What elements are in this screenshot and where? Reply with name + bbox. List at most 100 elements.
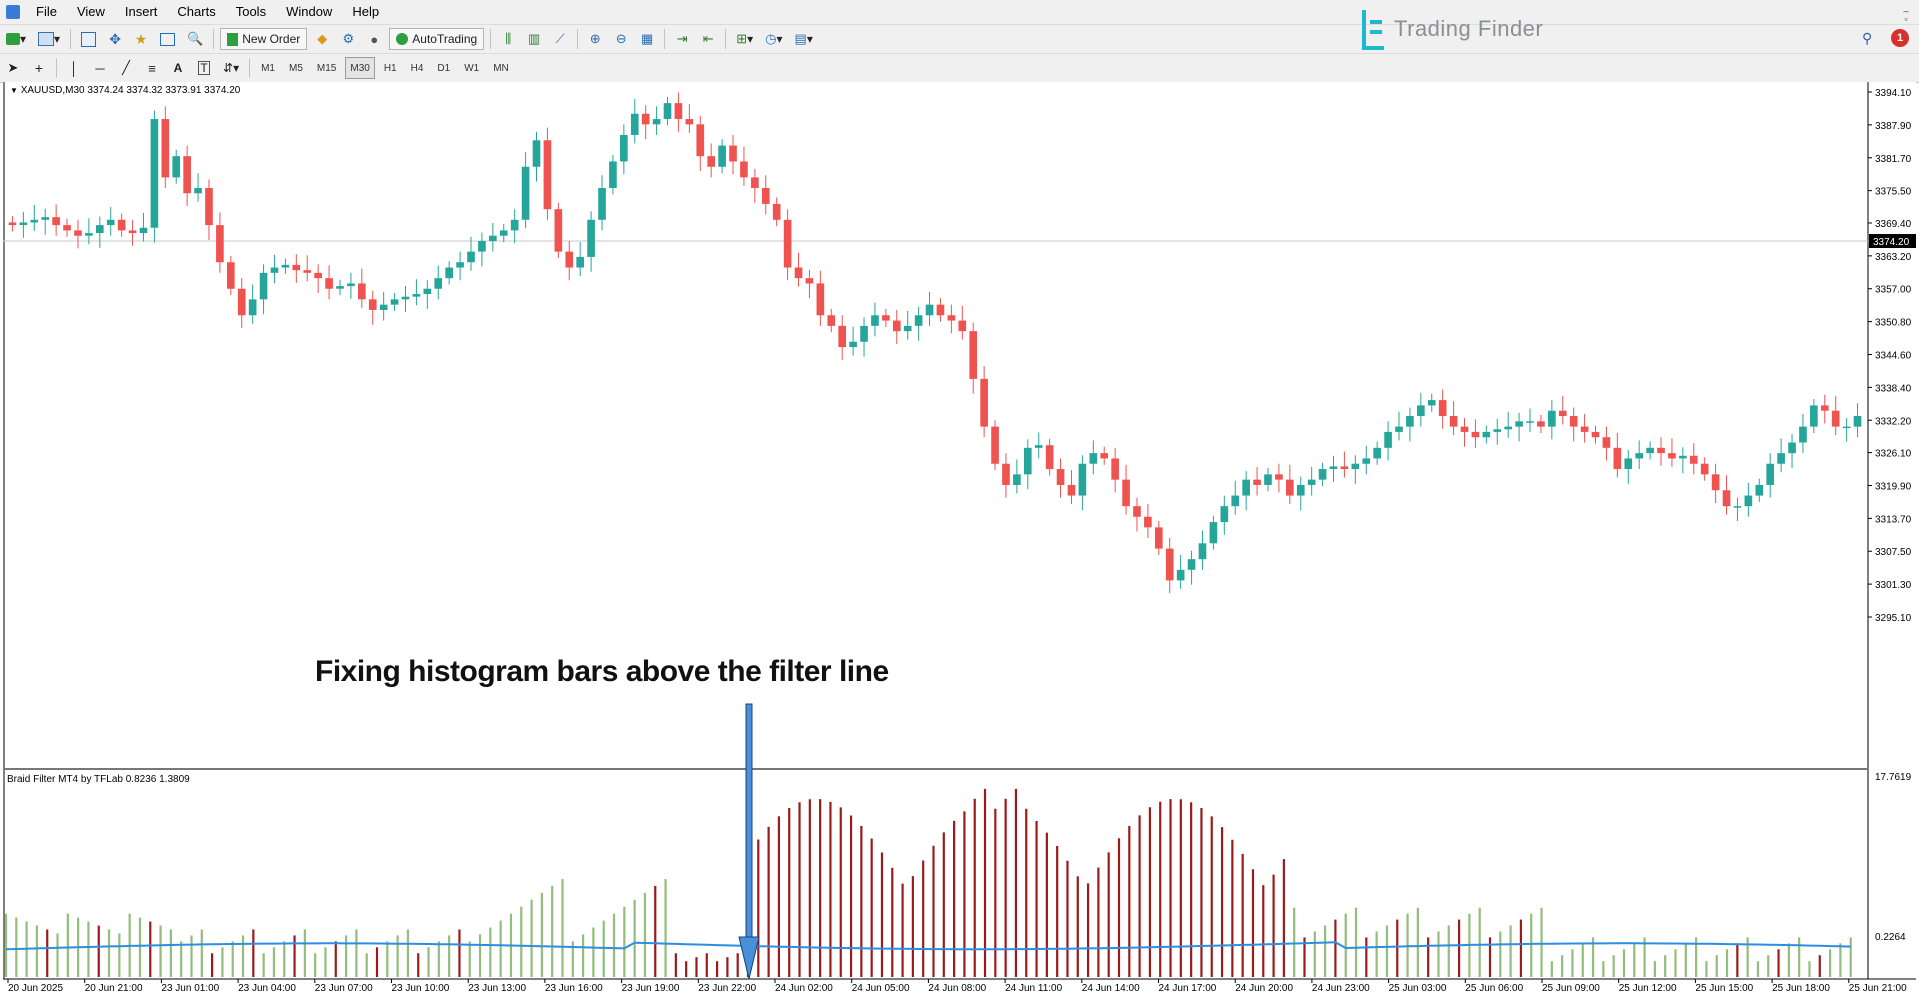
new-chart-button[interactable]: ▾ (2, 28, 30, 50)
indicators-button[interactable]: ⊞ ▾ (736, 31, 754, 46)
search-icon[interactable]: ⚲ (1862, 30, 1873, 46)
timeframe-h4[interactable]: H4 (410, 62, 424, 74)
timeframe-d1[interactable]: D1 (437, 62, 451, 74)
candle-body (1820, 405, 1829, 411)
cursor-button[interactable]: ➤ (2, 57, 24, 79)
notification-badge[interactable]: 1 (1891, 29, 1909, 47)
price-tick-label: 3295.10 (1875, 613, 1912, 624)
zoom-in-button[interactable]: ⊕ (584, 28, 606, 50)
chart-shift-button[interactable]: ⇤ (697, 28, 719, 50)
timeframe-w1[interactable]: W1 (464, 62, 480, 74)
menu-file[interactable]: File (36, 4, 57, 19)
menu-tools[interactable]: Tools (235, 4, 267, 19)
data-window-button[interactable]: ✥ (104, 28, 126, 50)
candle-body (1460, 426, 1469, 432)
autotrading-label: AutoTrading (412, 32, 478, 46)
candle-body (1286, 479, 1294, 496)
options-button[interactable]: ⚙ (337, 28, 359, 50)
candle-body (674, 103, 683, 120)
candlestick-button[interactable]: ▥ (523, 28, 545, 50)
candle-body (1264, 474, 1272, 485)
price-tick-label: 3394.10 (1875, 88, 1912, 99)
crosshair-button[interactable]: + (28, 57, 50, 79)
chart-window[interactable]: 3394.10 3387.90 3381.70 3375.50 3369.40 3363.… (3, 82, 1916, 994)
line-chart-button[interactable]: ⟋ (549, 28, 571, 50)
trendline-button[interactable]: ╱ (115, 57, 137, 79)
new-order-button[interactable]: New Order (220, 28, 308, 50)
candle-body (1373, 447, 1381, 459)
candle-body (1307, 479, 1316, 485)
chart-collapse-icon[interactable]: ▼ (10, 86, 18, 95)
menu-view[interactable]: View (76, 4, 105, 19)
candle-body (1657, 447, 1665, 454)
candle-body (1471, 431, 1480, 438)
candle-body (521, 166, 530, 220)
metaeditor-button[interactable]: ◆ (311, 28, 333, 50)
menu-window[interactable]: Window (286, 4, 333, 19)
candle-body (368, 299, 377, 310)
candle-body (740, 161, 748, 178)
candle-body (478, 241, 486, 252)
app-icon (6, 5, 20, 19)
candle-body (805, 278, 814, 284)
auto-scroll-button[interactable]: ⇥ (671, 28, 693, 50)
vertical-line-button[interactable]: │ (63, 57, 85, 79)
candle-body (95, 225, 104, 234)
candle-body (772, 203, 781, 220)
candle-body (216, 225, 224, 263)
timeframe-m1[interactable]: M1 (261, 62, 275, 74)
candle-body (1842, 426, 1851, 429)
templates-icon: ▤ (794, 31, 807, 46)
text-button[interactable]: A (167, 57, 189, 79)
price-tick-label: 3338.40 (1875, 383, 1912, 394)
periods-button[interactable]: ◷ ▾ (765, 31, 783, 46)
horizontal-line-button[interactable]: ─ (89, 57, 111, 79)
menu-insert[interactable]: Insert (124, 4, 158, 19)
navigator-button[interactable]: ★ (130, 28, 152, 50)
candle-body (1078, 463, 1087, 496)
timeframe-h1[interactable]: H1 (383, 62, 397, 74)
channel-button[interactable]: ≡ (141, 57, 163, 79)
tile-windows-button[interactable]: ▦ (636, 28, 658, 50)
candle-body (543, 140, 552, 210)
bar-chart-button[interactable]: ⫼ (497, 28, 519, 50)
timeframe-m30[interactable]: M30 (345, 57, 375, 79)
zoom-out-button[interactable]: ⊖ (610, 28, 632, 50)
candle-body (467, 251, 475, 263)
candle-body (1624, 458, 1633, 470)
price-tick-label: 3381.70 (1875, 154, 1912, 165)
text-label-button[interactable]: T (193, 57, 215, 79)
strategy-tester-button[interactable]: 🔍 (183, 28, 207, 50)
profiles-button[interactable]: ▾ (34, 28, 64, 50)
timeframe-mn[interactable]: MN (493, 62, 509, 74)
candle-body (1602, 437, 1611, 448)
templates-button[interactable]: ▤ ▾ (794, 31, 813, 46)
menu-charts[interactable]: Charts (177, 4, 216, 19)
timeframe-m5[interactable]: M5 (289, 62, 303, 74)
time-tick-label: 24 Jun 02:00 (775, 983, 833, 994)
time-tick-label: 25 Jun 15:00 (1695, 983, 1753, 994)
menu-help[interactable]: Help (352, 4, 380, 19)
timeframe-m15[interactable]: M15 (316, 62, 337, 74)
restore-button[interactable]: ▫ (1904, 14, 1908, 24)
candle-body (630, 113, 639, 135)
toolbar-separator (490, 29, 492, 49)
market-watch-button[interactable] (77, 28, 100, 50)
arrows-button[interactable]: ⇵ ▾ (223, 61, 240, 75)
time-tick-label: 23 Jun 01:00 (161, 983, 219, 994)
candle-body (423, 288, 432, 295)
autotrading-icon (396, 33, 409, 45)
minimize-button[interactable]: _ (1903, 2, 1909, 12)
candle-body (1165, 548, 1174, 581)
menu-bar: File View Insert Charts Tools Window Hel… (0, 0, 1919, 36)
candle-body (8, 222, 17, 226)
autotrading-button[interactable]: AutoTrading (389, 28, 485, 50)
candle-body (1045, 445, 1054, 470)
candle-body (259, 272, 268, 300)
tile-windows-icon: ▦ (641, 31, 654, 46)
market-button[interactable]: ● (363, 28, 385, 50)
terminal-button[interactable] (156, 28, 179, 50)
candle-body (1831, 410, 1840, 427)
candle-body (1023, 447, 1032, 475)
candle-body (1154, 527, 1163, 549)
